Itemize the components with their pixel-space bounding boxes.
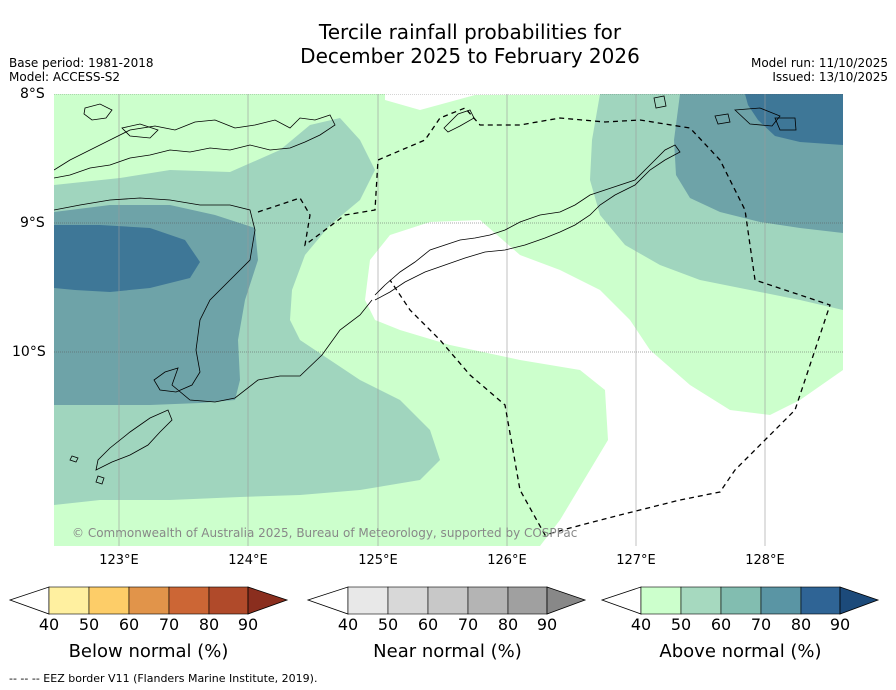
near-tick-60: 60 xyxy=(417,615,439,634)
colorbar-near-seg-2 xyxy=(387,586,429,615)
colorbar-near-min-triangle xyxy=(306,586,349,615)
below-tick-80: 80 xyxy=(198,615,220,634)
colorbar-above-seg-1 xyxy=(640,586,682,615)
below-tick-90: 90 xyxy=(237,615,259,634)
coast-timor xyxy=(374,144,681,301)
colorbar-above-seg-5 xyxy=(800,586,841,615)
lon-gridlines xyxy=(118,94,766,546)
base-period: Base period: 1981-2018 xyxy=(9,56,154,70)
meta-left: Base period: 1981-2018 Model: ACCESS-S2 xyxy=(9,56,154,84)
colorbar-near xyxy=(306,586,587,615)
lon-label-128e: 128°E xyxy=(745,553,785,568)
coast-flores xyxy=(54,114,336,179)
lat-gridlines xyxy=(54,94,843,353)
copyright-notice: © Commonwealth of Australia 2025, Bureau… xyxy=(72,526,578,540)
model-name: Model: ACCESS-S2 xyxy=(9,70,121,84)
colorbar-near-seg-5 xyxy=(507,586,548,615)
near-tick-40: 40 xyxy=(337,615,359,634)
below-tick-40: 40 xyxy=(38,615,60,634)
model-run: Model run: 11/10/2025 xyxy=(750,56,888,70)
colorbar-below-min-triangle xyxy=(8,586,50,615)
lat-label-9s: 9°S xyxy=(20,215,45,231)
near-tick-80: 80 xyxy=(497,615,519,634)
lon-label-123e: 123°E xyxy=(99,553,139,568)
title-line-1: Tercile rainfall probabilities for xyxy=(318,20,622,44)
colorbar-near-max-triangle xyxy=(546,586,587,615)
above-tick-90: 90 xyxy=(829,615,851,634)
near-normal-title: Near normal (%) xyxy=(373,641,522,662)
lat-label-10s: 10°S xyxy=(12,344,46,360)
colorbar-above xyxy=(600,586,880,615)
colorbar-below-seg-4 xyxy=(168,586,210,615)
colorbar-near-seg-4 xyxy=(467,586,509,615)
map-title: Tercile rainfall probabilities for Decem… xyxy=(0,20,896,68)
below-tick-50: 50 xyxy=(78,615,100,634)
colorbar-below-seg-1 xyxy=(48,586,90,615)
colorbar-above-min-triangle xyxy=(600,586,642,615)
coast-south-islands xyxy=(95,409,173,471)
above-70-80-region-east xyxy=(745,94,843,145)
above-tick-70: 70 xyxy=(750,615,772,634)
meta-right: Model run: 11/10/2025 Issued: 13/10/2025 xyxy=(751,56,888,84)
title-line-2: December 2025 to February 2026 xyxy=(300,44,640,68)
colorbar-above-seg-4 xyxy=(760,586,802,615)
eez-footnote: -- -- -- EEZ border V11 (Flanders Marine… xyxy=(9,672,318,685)
below-tick-70: 70 xyxy=(158,615,180,634)
above-tick-60: 60 xyxy=(710,615,732,634)
above-tick-80: 80 xyxy=(790,615,812,634)
colorbar-below-seg-3 xyxy=(128,586,170,615)
lon-label-127e: 127°E xyxy=(616,553,656,568)
colorbar-above-max-triangle xyxy=(839,586,880,615)
above-tick-40: 40 xyxy=(630,615,652,634)
colorbar-near-seg-1 xyxy=(347,586,389,615)
lon-label-125e: 125°E xyxy=(358,553,398,568)
colorbar-near-seg-3 xyxy=(427,586,469,615)
near-tick-50: 50 xyxy=(377,615,399,634)
colorbar-below-seg-2 xyxy=(88,586,130,615)
below-tick-60: 60 xyxy=(118,615,140,634)
issued-date: Issued: 13/10/2025 xyxy=(772,70,888,84)
above-70-80-region xyxy=(54,225,200,292)
above-tick-50: 50 xyxy=(670,615,692,634)
near-tick-70: 70 xyxy=(457,615,479,634)
above-normal-title: Above normal (%) xyxy=(659,641,822,662)
coast-sumba xyxy=(54,197,373,403)
colorbar-below-seg-5 xyxy=(208,586,249,615)
colorbar-above-seg-3 xyxy=(720,586,762,615)
near-tick-90: 90 xyxy=(536,615,558,634)
coastlines xyxy=(54,95,797,485)
lat-label-8s: 8°S xyxy=(20,86,45,102)
below-normal-title: Below normal (%) xyxy=(68,641,229,662)
lon-label-126e: 126°E xyxy=(487,553,527,568)
colorbar-below xyxy=(8,586,289,615)
eez-border xyxy=(257,107,831,536)
lon-label-124e: 124°E xyxy=(228,553,268,568)
colorbar-below-max-triangle xyxy=(247,586,289,615)
colorbar-above-seg-2 xyxy=(680,586,722,615)
coast-north-islands xyxy=(83,103,113,121)
